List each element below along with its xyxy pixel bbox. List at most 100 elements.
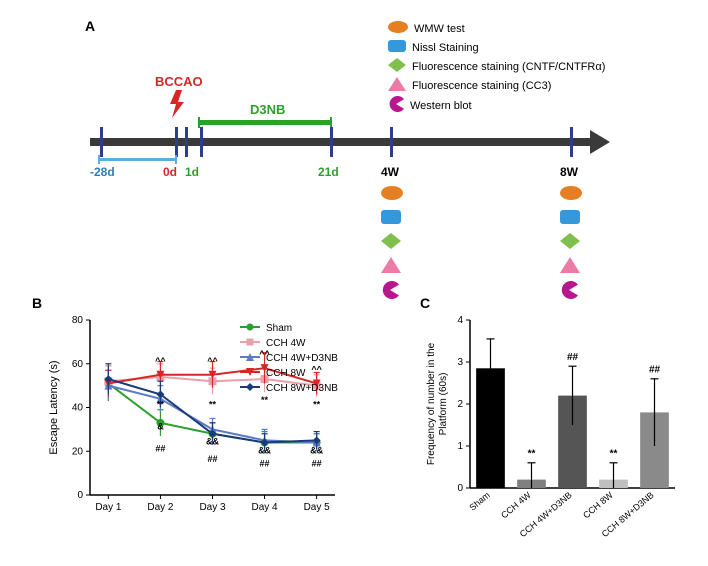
tl-t6: 8W xyxy=(560,165,578,179)
svg-text:&&: && xyxy=(258,445,271,455)
pretreat-bar xyxy=(100,158,175,161)
svg-text:CCH 8W: CCH 8W xyxy=(581,490,615,521)
shape-stack-8w xyxy=(560,185,582,307)
timeline-tick xyxy=(330,127,333,157)
tl-t5: 4W xyxy=(381,165,399,179)
panel-a-legend: WMW test Nissl Staining Fluorescence stain… xyxy=(388,20,605,117)
marker-icon xyxy=(240,382,260,395)
svg-text:Escape Latency (s): Escape Latency (s) xyxy=(48,360,60,454)
svg-text:**: ** xyxy=(610,449,618,460)
svg-text:Day 2: Day 2 xyxy=(147,502,174,513)
stack-shape xyxy=(381,185,403,206)
d3nb-bar xyxy=(200,120,330,125)
legend-text: WMW test xyxy=(414,23,465,35)
svg-text:##: ## xyxy=(649,365,661,376)
legend-text: Nissl Staining xyxy=(412,42,479,54)
panel-c-label: C xyxy=(420,295,430,311)
d3nb-label: D3NB xyxy=(250,102,285,117)
legend-row: Fluorescence staining (CNTF/CNTFRα) xyxy=(388,58,605,75)
legend-row: WMW test xyxy=(388,20,605,37)
svg-text:60: 60 xyxy=(72,359,84,370)
pretreat-cap-l xyxy=(98,155,100,164)
pacman-icon xyxy=(388,96,404,115)
timeline-tick xyxy=(175,127,178,157)
tl-t3: 1d xyxy=(185,165,199,179)
legend-text: Sham xyxy=(266,323,292,334)
svg-text:Day 3: Day 3 xyxy=(199,502,226,513)
stack-shape xyxy=(381,281,403,304)
timeline-tick xyxy=(390,127,393,157)
bccao-label: BCCAO xyxy=(155,74,203,89)
svg-text:0: 0 xyxy=(457,483,463,494)
svg-text:Sham: Sham xyxy=(467,490,491,513)
legend-text: CCH 8W+D3NB xyxy=(266,383,338,394)
legend-row: CCH 8W+D3NB xyxy=(240,382,338,395)
timeline-tick xyxy=(100,127,103,157)
legend-row: Nissl Staining xyxy=(388,39,605,56)
tl-t4: 21d xyxy=(318,165,339,179)
pretreat-cap-r xyxy=(175,155,177,164)
panel-b-legend: Sham CCH 4W CCH 4W+D3NB CCH 8W CCH 8W+D3NB xyxy=(240,322,338,397)
legend-row: Sham xyxy=(240,322,338,335)
svg-text:**: ** xyxy=(209,400,217,410)
svg-text:##: ## xyxy=(155,443,165,453)
ellipse-icon xyxy=(388,20,408,37)
legend-row: CCH 8W xyxy=(240,367,338,380)
svg-text:##: ## xyxy=(567,352,579,363)
marker-icon xyxy=(240,352,260,365)
stack-shape xyxy=(560,209,582,230)
svg-text:Day 1: Day 1 xyxy=(95,502,122,513)
svg-text:##: ## xyxy=(260,459,270,469)
stack-shape xyxy=(381,209,403,230)
legend-text: CCH 4W xyxy=(266,338,305,349)
triangle-icon xyxy=(388,77,406,94)
lightning-icon xyxy=(170,90,188,118)
shape-stack-4w xyxy=(381,185,403,307)
legend-text: CCH 4W+D3NB xyxy=(266,353,338,364)
rounded-square-icon xyxy=(388,39,406,56)
svg-text:20: 20 xyxy=(72,446,84,457)
svg-text:Day 4: Day 4 xyxy=(252,502,279,513)
timeline-tick xyxy=(570,127,573,157)
svg-text:1: 1 xyxy=(457,441,463,452)
svg-text:##: ## xyxy=(312,459,322,469)
panel-a-label: A xyxy=(85,18,95,34)
marker-icon xyxy=(240,322,260,335)
svg-text:**: ** xyxy=(157,400,165,410)
svg-text:&&: && xyxy=(310,445,323,455)
svg-text:40: 40 xyxy=(72,403,84,414)
svg-text:Frequency of number in the: Frequency of number in the xyxy=(426,342,437,465)
legend-text: Fluorescence staining (CC3) xyxy=(412,80,551,92)
diamond-icon xyxy=(388,58,406,75)
svg-text:0: 0 xyxy=(77,490,83,501)
marker-icon xyxy=(240,367,260,380)
legend-row: CCH 4W+D3NB xyxy=(240,352,338,365)
svg-text:^^: ^^ xyxy=(207,356,218,366)
stack-shape xyxy=(560,233,582,254)
svg-text:^^: ^^ xyxy=(155,356,166,366)
svg-text:&&: && xyxy=(206,437,219,447)
svg-text:**: ** xyxy=(313,400,321,410)
legend-text: Western blot xyxy=(410,100,472,112)
svg-text:Platform (60s): Platform (60s) xyxy=(438,373,449,436)
stack-shape xyxy=(560,257,582,278)
timeline-tick xyxy=(185,127,188,157)
stack-shape xyxy=(560,185,582,206)
svg-text:&: & xyxy=(157,421,164,431)
tl-t2: 0d xyxy=(163,165,177,179)
marker-icon xyxy=(240,337,260,350)
svg-text:80: 80 xyxy=(72,315,84,326)
tl-t1: -28d xyxy=(90,165,115,179)
stack-shape xyxy=(381,233,403,254)
stack-shape xyxy=(381,257,403,278)
legend-row: Western blot xyxy=(388,96,605,115)
legend-text: Fluorescence staining (CNTF/CNTFRα) xyxy=(412,61,605,73)
timeline-arrow xyxy=(90,130,610,154)
svg-text:**: ** xyxy=(528,449,536,460)
stack-shape xyxy=(560,281,582,304)
svg-text:##: ## xyxy=(207,454,217,464)
svg-text:3: 3 xyxy=(457,357,463,368)
svg-text:Day 5: Day 5 xyxy=(304,502,331,513)
svg-text:CCH 4W: CCH 4W xyxy=(499,490,533,521)
legend-row: Fluorescence staining (CC3) xyxy=(388,77,605,94)
